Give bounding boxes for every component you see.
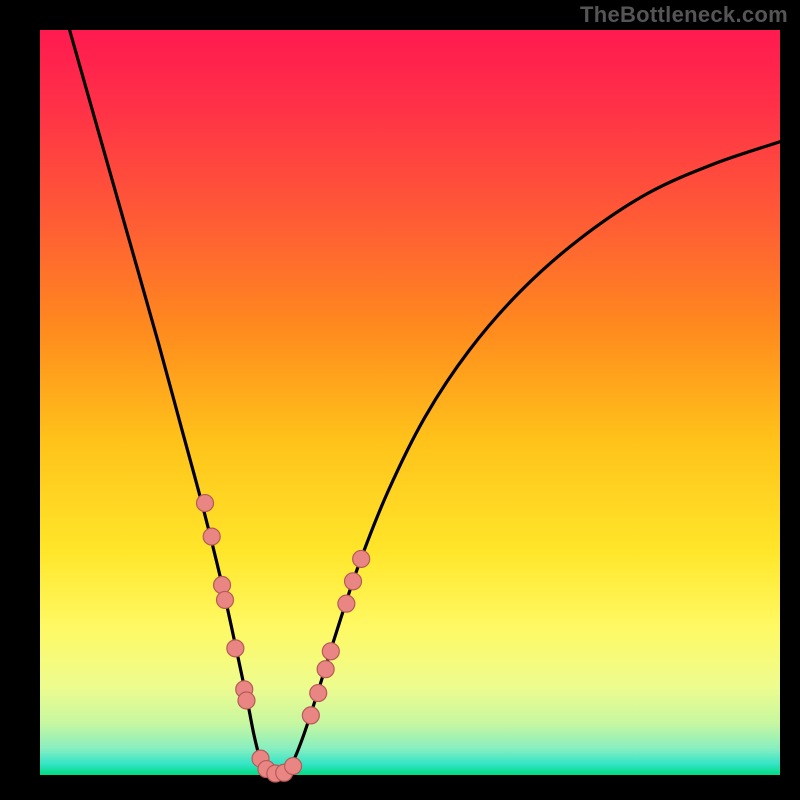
- data-marker: [338, 595, 355, 612]
- data-marker: [317, 661, 334, 678]
- data-marker: [310, 685, 327, 702]
- data-marker: [227, 640, 244, 657]
- plot-area: [40, 30, 780, 775]
- data-marker: [322, 643, 339, 660]
- chart-root: TheBottleneck.com: [0, 0, 800, 800]
- data-marker: [238, 692, 255, 709]
- watermark-text: TheBottleneck.com: [580, 2, 788, 28]
- data-marker: [197, 495, 214, 512]
- data-marker: [353, 550, 370, 567]
- chart-svg: [0, 0, 800, 800]
- data-marker: [302, 707, 319, 724]
- data-marker: [214, 577, 231, 594]
- data-marker: [217, 591, 234, 608]
- data-marker: [345, 573, 362, 590]
- data-marker: [285, 758, 302, 775]
- data-marker: [203, 528, 220, 545]
